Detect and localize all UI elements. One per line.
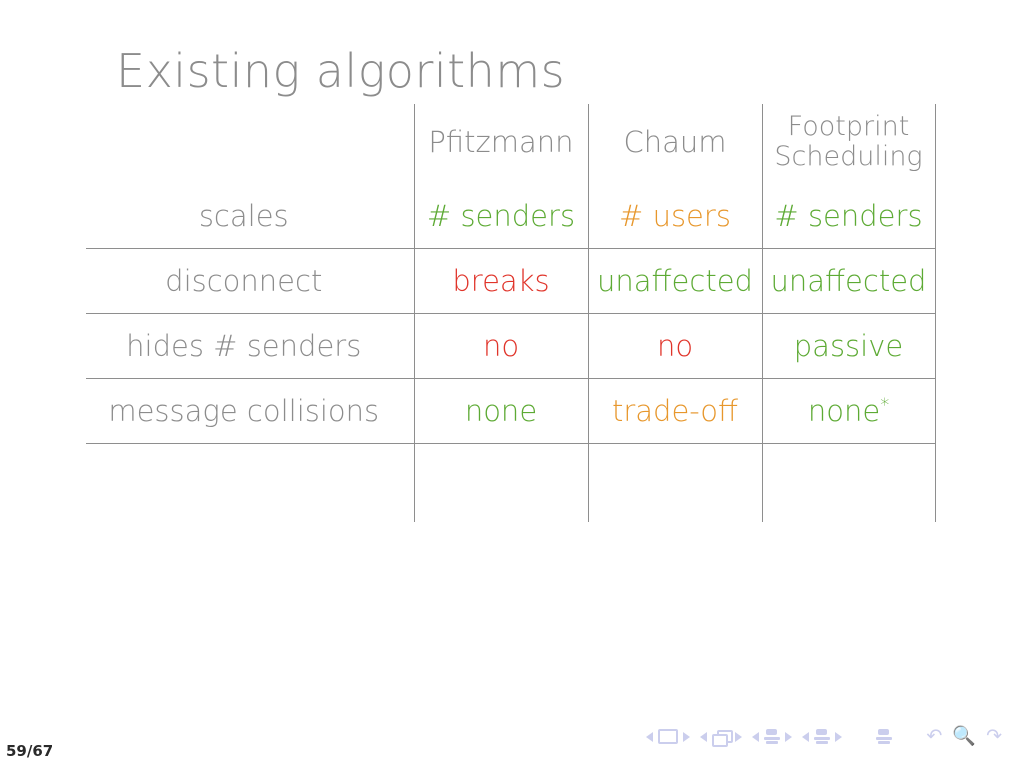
- footnote-marker: *: [880, 394, 890, 416]
- comparison-table: Pfitzmann Chaum Footprint Scheduling sca…: [86, 104, 936, 522]
- column-header-label: Chaum: [623, 124, 727, 159]
- section-icon[interactable]: [814, 729, 831, 744]
- table-corner-cell: [86, 104, 414, 184]
- search-icon[interactable]: 🔍: [952, 725, 977, 747]
- page-number: 59/67: [6, 742, 54, 760]
- cell-collisions-pfitzmann: none: [413, 378, 589, 444]
- row-label-empty: [86, 444, 414, 523]
- cell-hides-pfitzmann: no: [413, 313, 589, 379]
- next-section-icon[interactable]: [835, 731, 843, 742]
- previous-slide-icon[interactable]: [646, 731, 654, 742]
- table-row: scales # senders # users # senders: [86, 184, 936, 249]
- table-row: disconnect breaks unaffected unaffected: [86, 248, 936, 314]
- cell-scales-footprint: # senders: [762, 184, 936, 249]
- column-header-pfitzmann: Pfitzmann: [413, 104, 589, 184]
- previous-subsection-icon[interactable]: [752, 731, 760, 742]
- beamer-navigation-bar[interactable]: ↶ 🔍 ↷: [646, 725, 1002, 747]
- column-header-label-line2: Scheduling: [774, 141, 923, 172]
- cell-scales-pfitzmann: # senders: [413, 184, 589, 249]
- cell-hides-footprint: passive: [762, 313, 936, 379]
- cell-disconnect-footprint: unaffected: [762, 248, 936, 314]
- row-label-disconnect: disconnect: [86, 248, 414, 314]
- cell-empty-footprint: [762, 443, 936, 522]
- redo-icon[interactable]: ↷: [986, 725, 1002, 747]
- nav-section-group[interactable]: [802, 729, 843, 744]
- cell-collisions-chaum: trade-off: [588, 378, 763, 444]
- table-row-empty: [86, 443, 936, 523]
- cell-disconnect-pfitzmann: breaks: [413, 248, 589, 314]
- cell-empty-pfitzmann: [413, 443, 589, 522]
- previous-section-icon[interactable]: [802, 731, 810, 742]
- row-label-message-collisions: message collisions: [86, 378, 414, 444]
- table-header-row: Pfitzmann Chaum Footprint Scheduling: [86, 104, 936, 184]
- column-header-label: Pfitzmann: [428, 124, 574, 159]
- next-slide-icon[interactable]: [683, 731, 691, 742]
- nav-frame-group[interactable]: [700, 729, 743, 747]
- table-row: hides # senders no no passive: [86, 313, 936, 379]
- nav-slide-group[interactable]: [646, 729, 691, 744]
- column-header-footprint-scheduling: Footprint Scheduling: [762, 104, 936, 184]
- previous-frame-icon[interactable]: [700, 731, 708, 742]
- column-header-chaum: Chaum: [588, 104, 763, 184]
- cell-empty-chaum: [588, 443, 763, 522]
- frames-icon[interactable]: [712, 729, 734, 747]
- row-label-scales: scales: [86, 184, 414, 249]
- cell-collisions-footprint: none*: [762, 378, 936, 444]
- cell-text: none: [807, 393, 881, 428]
- column-header-label-line1: Footprint: [787, 110, 910, 142]
- cell-disconnect-chaum: unaffected: [588, 248, 763, 314]
- slide-icon[interactable]: [658, 729, 679, 744]
- table-row: message collisions none trade-off none*: [86, 378, 936, 444]
- next-subsection-icon[interactable]: [785, 731, 793, 742]
- undo-icon[interactable]: ↶: [926, 725, 943, 747]
- cell-scales-chaum: # users: [588, 184, 763, 249]
- subsection-icon[interactable]: [764, 729, 781, 744]
- document-icon[interactable]: [876, 729, 893, 744]
- page-title: Existing algorithms: [116, 44, 566, 98]
- row-label-hides-senders: hides # senders: [86, 313, 414, 379]
- cell-hides-chaum: no: [588, 313, 763, 379]
- next-frame-icon[interactable]: [735, 731, 743, 742]
- nav-subsection-group[interactable]: [752, 729, 793, 744]
